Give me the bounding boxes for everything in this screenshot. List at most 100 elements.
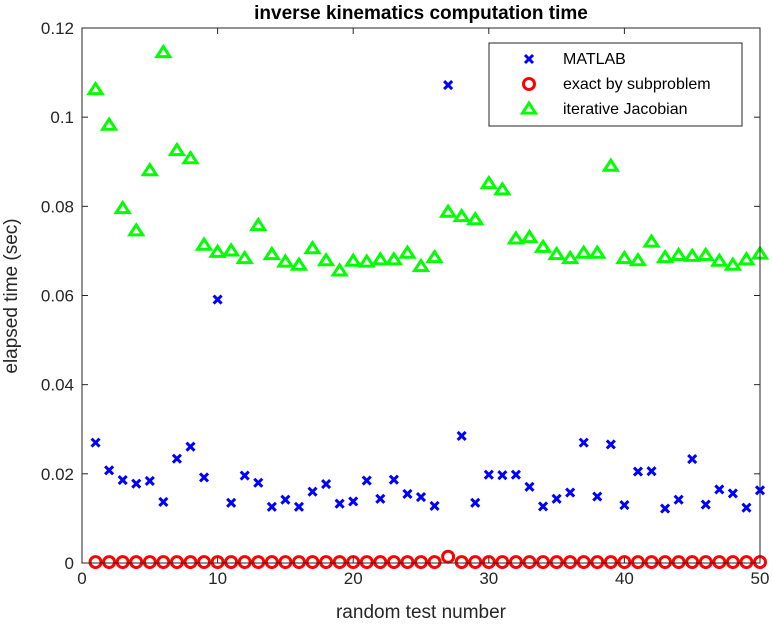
data-point-matlab bbox=[388, 474, 399, 485]
data-point-exact-by-subproblem bbox=[156, 555, 171, 570]
data-point-matlab bbox=[619, 499, 630, 511]
data-point-matlab bbox=[497, 470, 508, 481]
data-point-exact-by-subproblem bbox=[441, 549, 456, 564]
data-point-matlab bbox=[226, 497, 237, 508]
data-point-iterative-jacobian bbox=[208, 243, 227, 258]
data-point-iterative-jacobian bbox=[289, 256, 309, 271]
data-point-exact-by-subproblem bbox=[603, 555, 618, 570]
chart-title: inverse kinematics computation time bbox=[254, 3, 588, 24]
data-point-matlab bbox=[293, 501, 305, 512]
data-point-matlab bbox=[714, 484, 725, 495]
data-point-iterative-jacobian bbox=[520, 228, 539, 244]
data-point-iterative-jacobian bbox=[330, 262, 349, 277]
data-point-iterative-jacobian bbox=[601, 157, 621, 172]
y-axis-label: elapsed time (sec) bbox=[1, 218, 22, 373]
data-point-iterative-jacobian bbox=[723, 256, 743, 271]
data-point-matlab bbox=[565, 487, 576, 498]
data-point-matlab bbox=[171, 453, 182, 464]
data-point-iterative-jacobian bbox=[737, 251, 756, 266]
x-tick-label: 30 bbox=[479, 569, 498, 588]
data-point-exact-by-subproblem bbox=[725, 555, 740, 570]
data-point-matlab bbox=[117, 475, 128, 486]
data-point-iterative-jacobian bbox=[642, 233, 661, 248]
data-point-exact-by-subproblem bbox=[698, 555, 713, 570]
data-point-iterative-jacobian bbox=[466, 210, 485, 226]
legend-label: exact by subproblem bbox=[563, 76, 711, 93]
data-point-exact-by-subproblem bbox=[739, 555, 754, 570]
data-point-iterative-jacobian bbox=[452, 207, 471, 223]
legend-marker bbox=[522, 77, 536, 91]
y-tick-label: 0.12 bbox=[41, 19, 74, 38]
data-point-iterative-jacobian bbox=[343, 252, 363, 267]
series-iterative-jacobian bbox=[86, 43, 770, 277]
data-point-exact-by-subproblem bbox=[454, 555, 469, 570]
legend-label: MATLAB bbox=[563, 51, 626, 68]
y-tick-label: 0 bbox=[65, 554, 74, 573]
data-point-exact-by-subproblem bbox=[576, 555, 591, 570]
x-axis-label: random test number bbox=[336, 602, 507, 623]
y-tick-label: 0.08 bbox=[41, 197, 74, 216]
data-point-exact-by-subproblem bbox=[197, 555, 212, 570]
data-point-matlab bbox=[578, 437, 589, 448]
data-point-exact-by-subproblem bbox=[278, 555, 293, 570]
x-tick-label: 0 bbox=[77, 569, 86, 588]
data-point-exact-by-subproblem bbox=[251, 555, 266, 570]
data-point-exact-by-subproblem bbox=[373, 555, 388, 570]
data-point-matlab bbox=[470, 497, 481, 508]
data-point-iterative-jacobian bbox=[493, 181, 512, 196]
data-point-exact-by-subproblem bbox=[210, 555, 225, 570]
data-point-iterative-jacobian bbox=[276, 253, 295, 268]
data-point-exact-by-subproblem bbox=[332, 555, 347, 570]
data-point-matlab bbox=[375, 493, 386, 504]
data-point-matlab bbox=[429, 500, 440, 511]
data-point-exact-by-subproblem bbox=[685, 555, 700, 570]
data-point-matlab bbox=[307, 486, 318, 497]
data-point-iterative-jacobian bbox=[479, 174, 499, 190]
data-point-matlab bbox=[632, 466, 644, 477]
data-point-iterative-jacobian bbox=[669, 246, 688, 261]
data-point-matlab bbox=[673, 494, 684, 505]
data-point-exact-by-subproblem bbox=[291, 555, 306, 570]
data-point-matlab bbox=[266, 501, 277, 512]
y-tick-label: 0.06 bbox=[41, 287, 74, 306]
data-point-matlab bbox=[90, 437, 101, 448]
data-point-iterative-jacobian bbox=[303, 239, 322, 255]
data-point-matlab bbox=[321, 479, 332, 490]
data-point-iterative-jacobian bbox=[384, 251, 404, 266]
data-point-matlab bbox=[280, 494, 291, 505]
data-point-iterative-jacobian bbox=[615, 249, 634, 265]
data-point-iterative-jacobian bbox=[140, 161, 160, 177]
data-point-matlab bbox=[551, 493, 562, 504]
data-point-matlab bbox=[212, 294, 223, 305]
data-point-iterative-jacobian bbox=[99, 116, 119, 131]
data-point-iterative-jacobian bbox=[235, 249, 254, 265]
data-point-iterative-jacobian bbox=[316, 251, 336, 267]
x-tick-label: 40 bbox=[615, 569, 634, 588]
data-point-matlab bbox=[605, 439, 616, 450]
data-point-exact-by-subproblem bbox=[319, 555, 334, 570]
data-point-matlab bbox=[592, 491, 603, 502]
data-point-exact-by-subproblem bbox=[671, 555, 686, 570]
data-point-exact-by-subproblem bbox=[658, 555, 673, 570]
data-point-exact-by-subproblem bbox=[386, 555, 401, 570]
axes: 0 10 20 30 40 50 0 0.02 0.04 0.06 0.08 0.1 0.12 bbox=[41, 19, 770, 588]
data-point-exact-by-subproblem bbox=[481, 555, 496, 570]
data-point-iterative-jacobian bbox=[221, 242, 241, 257]
data-point-matlab bbox=[104, 465, 115, 476]
data-point-matlab bbox=[524, 481, 535, 492]
data-point-exact-by-subproblem bbox=[549, 555, 564, 570]
data-point-exact-by-subproblem bbox=[102, 555, 117, 570]
data-point-exact-by-subproblem bbox=[427, 555, 442, 570]
data-point-iterative-jacobian bbox=[710, 252, 729, 267]
legend-marker bbox=[519, 100, 539, 115]
series-exact-by-subproblem bbox=[88, 549, 767, 570]
data-point-exact-by-subproblem bbox=[468, 555, 483, 570]
data-point-matlab bbox=[198, 472, 210, 483]
data-point-exact-by-subproblem bbox=[590, 555, 605, 570]
data-point-exact-by-subproblem bbox=[142, 555, 157, 570]
data-point-matlab bbox=[253, 477, 264, 488]
data-point-iterative-jacobian bbox=[154, 43, 173, 59]
data-point-matlab bbox=[727, 488, 738, 499]
data-point-exact-by-subproblem bbox=[508, 555, 523, 570]
data-point-exact-by-subproblem bbox=[237, 555, 252, 570]
